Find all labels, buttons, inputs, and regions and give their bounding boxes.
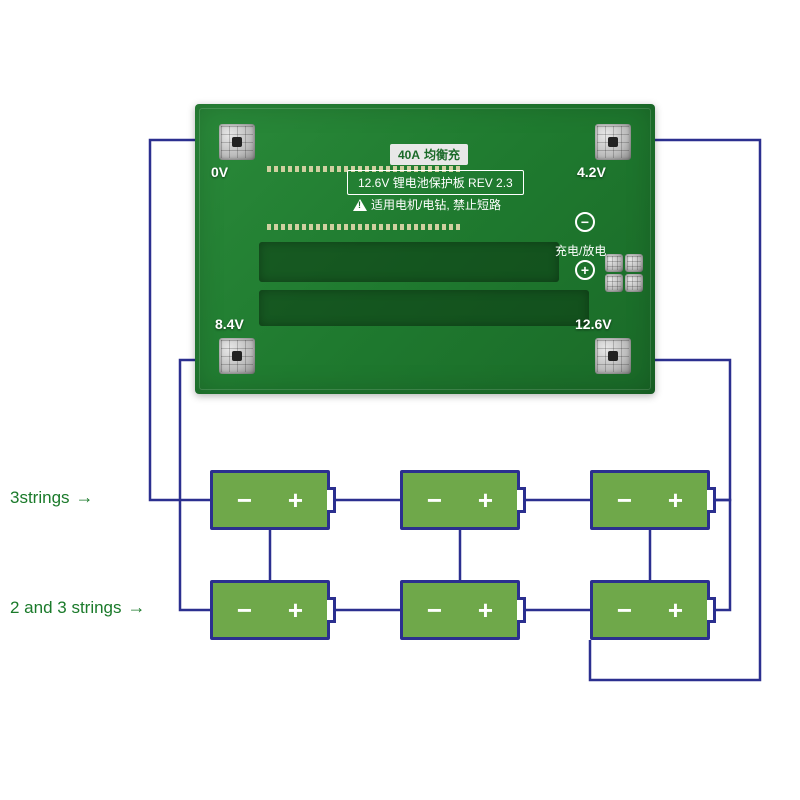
rating-badge: 40A 均衡充 (390, 144, 468, 165)
minus-icon: − (617, 595, 632, 626)
plus-terminal-icon: + (575, 260, 595, 280)
battery-cell: −+ (590, 470, 710, 530)
output-pad (605, 254, 623, 272)
copper-trace (259, 290, 589, 326)
battery-cell: −+ (210, 580, 330, 640)
battery-cell: −+ (590, 580, 710, 640)
smd-component-row (267, 224, 460, 230)
rating-amps: 40A (398, 148, 420, 162)
battery-cell: −+ (400, 580, 520, 640)
plus-icon: + (288, 595, 303, 626)
output-pad (605, 274, 623, 292)
plus-icon: + (478, 595, 493, 626)
plus-icon: + (668, 595, 683, 626)
pad-label-8v4: 8.4V (215, 316, 244, 332)
plus-icon: + (668, 485, 683, 516)
copper-trace (259, 242, 559, 282)
rating-cn: 均衡充 (424, 146, 460, 163)
battery-cell: −+ (210, 470, 330, 530)
solder-pad-8v4 (219, 338, 255, 374)
wire (710, 500, 730, 610)
pad-label-0v: 0V (211, 164, 228, 180)
silkscreen-line1: 12.6V 锂电池保护板 REV 2.3 (347, 170, 524, 195)
arrow-right-icon: → (128, 598, 146, 616)
output-pad (625, 274, 643, 292)
minus-icon: − (237, 595, 252, 626)
plus-icon: + (288, 485, 303, 516)
warning-icon (353, 199, 367, 211)
pad-label-12v6: 12.6V (575, 316, 612, 332)
silkscreen-warning: 适用电机/电钻, 禁止短路 (353, 196, 501, 213)
arrow-right-icon: → (76, 488, 94, 506)
label-3strings: 3strings→ (10, 488, 94, 508)
battery-cell: −+ (400, 470, 520, 530)
charge-discharge-label: 充电/放电 (555, 242, 606, 259)
output-pad (625, 254, 643, 272)
minus-terminal-icon: − (575, 212, 595, 232)
minus-icon: − (237, 485, 252, 516)
pad-label-4v2: 4.2V (577, 164, 606, 180)
plus-icon: + (478, 485, 493, 516)
solder-pad-4v2 (595, 124, 631, 160)
minus-icon: − (617, 485, 632, 516)
label-2and3strings: 2 and 3 strings→ (10, 598, 146, 618)
minus-icon: − (427, 595, 442, 626)
minus-icon: − (427, 485, 442, 516)
diagram-canvas: 0V 4.2V 8.4V 12.6V 40A 均衡充 12.6V 锂电池保护板 … (0, 0, 800, 800)
pcb-board: 0V 4.2V 8.4V 12.6V 40A 均衡充 12.6V 锂电池保护板 … (195, 104, 655, 394)
solder-pad-12v6 (595, 338, 631, 374)
solder-pad-0v (219, 124, 255, 160)
